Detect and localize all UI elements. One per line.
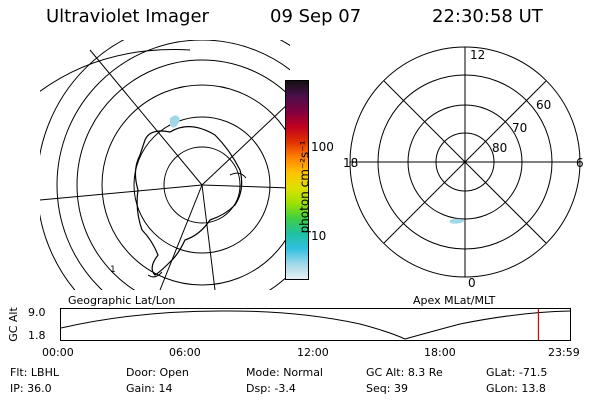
lat-circle xyxy=(163,146,241,224)
status-seq: Seq: 39 xyxy=(366,382,408,395)
status-glon: GLon: 13.8 xyxy=(486,382,546,395)
longitude-line xyxy=(201,101,290,186)
timeline-ytick: 1.8 xyxy=(28,329,46,342)
map-edge xyxy=(40,49,191,92)
status-ip: IP: 36.0 xyxy=(10,382,52,395)
altitude-curve xyxy=(60,310,571,340)
app-title: Ultraviolet Imager xyxy=(46,6,209,27)
timeline-xtick: 23:59 xyxy=(548,346,580,359)
timeline-ytick: 9.0 xyxy=(28,306,46,319)
status-glat: GLat: -71.5 xyxy=(486,366,548,379)
timeline-xtick: 12:00 xyxy=(297,346,329,359)
status-flt: Flt: LBHL xyxy=(10,366,59,379)
colorbar-tick: 10 xyxy=(311,229,327,243)
geographic-map: 1 xyxy=(40,40,290,290)
coastline xyxy=(229,172,247,179)
time-label: 22:30:58 UT xyxy=(432,6,543,27)
timeline-axis-label: GC Alt xyxy=(6,307,20,342)
left-map-caption: Geographic Lat/Lon xyxy=(68,294,176,307)
coastline xyxy=(134,126,243,276)
longitude-line xyxy=(159,184,203,290)
lat-circle xyxy=(76,59,290,290)
date-label: 09 Sep 07 xyxy=(270,6,362,27)
colorbar xyxy=(285,80,309,280)
mlat-label-60: 60 xyxy=(536,98,551,112)
status-gain: Gain: 14 xyxy=(126,382,173,395)
colorbar-tick: 100 xyxy=(311,140,334,154)
lat-circle xyxy=(56,40,290,290)
map-marker-label: 1 xyxy=(110,265,116,275)
altitude-timeline xyxy=(60,308,571,341)
timeline-xtick: 06:00 xyxy=(169,346,201,359)
longitude-line xyxy=(201,184,290,189)
right-map-caption: Apex MLat/MLT xyxy=(413,294,496,307)
mlt-line xyxy=(383,80,547,244)
status-door: Door: Open xyxy=(126,366,189,379)
mlt-label-12: 12 xyxy=(470,48,485,62)
longitude-line xyxy=(201,184,216,290)
lat-circle xyxy=(133,116,271,254)
aurora-patch xyxy=(450,218,465,224)
polar-map: 12 18 6 0 60 70 80 xyxy=(343,46,584,290)
status-mode: Mode: Normal xyxy=(246,366,323,379)
lat-circle xyxy=(101,84,290,286)
mlt-label-0: 0 xyxy=(468,276,476,290)
mlat-label-80: 80 xyxy=(492,141,507,155)
mlat-label-70: 70 xyxy=(512,121,527,135)
longitude-line xyxy=(40,184,203,201)
mlt-label-18: 18 xyxy=(343,156,358,170)
status-dsp: Dsp: -3.4 xyxy=(246,382,296,395)
colorbar-label: photon cm⁻²s⁻¹ xyxy=(297,140,312,234)
longitude-line xyxy=(89,49,203,186)
lat-circle xyxy=(40,40,290,290)
coastline xyxy=(147,271,163,278)
aurora-patch xyxy=(170,115,180,128)
mlt-label-6: 6 xyxy=(576,156,584,170)
timeline-frame xyxy=(60,308,571,341)
timeline-xtick: 00:00 xyxy=(42,346,74,359)
timeline-xtick: 18:00 xyxy=(424,346,456,359)
status-gc-alt: GC Alt: 8.3 Re xyxy=(366,366,443,379)
